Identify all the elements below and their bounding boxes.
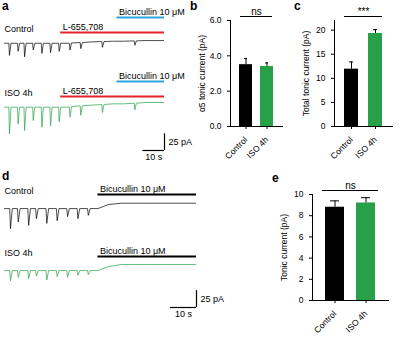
svg-text:ns: ns (251, 6, 262, 17)
svg-text:L-655,708: L-655,708 (63, 22, 104, 32)
html-text:b: b (190, 0, 198, 13)
svg-text:2.0: 2.0 (210, 86, 222, 96)
svg-text:2: 2 (299, 274, 304, 284)
html-text:a: a (2, 0, 9, 13)
svg-text:Bicucullin 10 μM: Bicucullin 10 μM (119, 7, 185, 17)
svg-text:Bicucullin 10 μM: Bicucullin 10 μM (100, 246, 166, 256)
svg-text:ISO 4h: ISO 4h (353, 134, 379, 160)
svg-text:10 s: 10 s (175, 309, 193, 319)
svg-text:0: 0 (299, 295, 304, 305)
svg-text:6: 6 (299, 232, 304, 242)
html-text:e: e (272, 171, 279, 185)
svg-text:***: *** (358, 6, 370, 17)
svg-text:25 pA: 25 pA (201, 294, 225, 304)
html-text:d: d (2, 169, 10, 183)
svg-text:Control: Control (328, 135, 355, 162)
svg-text:L-655,708: L-655,708 (63, 86, 104, 96)
svg-text:20: 20 (316, 25, 326, 35)
svg-text:α5 tonic current (pA): α5 tonic current (pA) (197, 35, 207, 112)
svg-text:6.0: 6.0 (210, 15, 222, 25)
svg-text:Bicucullin 10 μM: Bicucullin 10 μM (100, 184, 166, 194)
svg-text:8: 8 (299, 210, 304, 220)
svg-text:ISO 4h: ISO 4h (344, 308, 370, 334)
svg-text:4.0: 4.0 (210, 51, 222, 61)
svg-text:Control: Control (5, 24, 34, 34)
svg-text:Control: Control (223, 135, 250, 162)
svg-text:Tonic current (pA): Tonic current (pA) (279, 214, 289, 281)
svg-text:Control: Control (312, 309, 339, 336)
svg-text:Bicucullin 10 μM: Bicucullin 10 μM (119, 71, 185, 81)
svg-text:10 s: 10 s (145, 152, 163, 162)
svg-text:0: 0 (321, 121, 326, 131)
html-text:c: c (294, 0, 301, 13)
svg-text:Total tonic current (pA): Total tonic current (pA) (301, 31, 311, 117)
svg-text:5: 5 (321, 97, 326, 107)
svg-text:ISO 4h: ISO 4h (245, 134, 271, 160)
svg-text:Control: Control (5, 186, 34, 196)
svg-text:ns: ns (345, 180, 356, 191)
svg-text:0.0: 0.0 (210, 121, 222, 131)
svg-text:10: 10 (294, 189, 304, 199)
svg-text:25 pA: 25 pA (169, 137, 193, 147)
svg-text:ISO 4h: ISO 4h (5, 248, 33, 258)
svg-text:4: 4 (299, 253, 304, 263)
svg-text:10: 10 (316, 73, 326, 83)
svg-text:ISO 4h: ISO 4h (5, 88, 33, 98)
svg-text:15: 15 (316, 49, 326, 59)
